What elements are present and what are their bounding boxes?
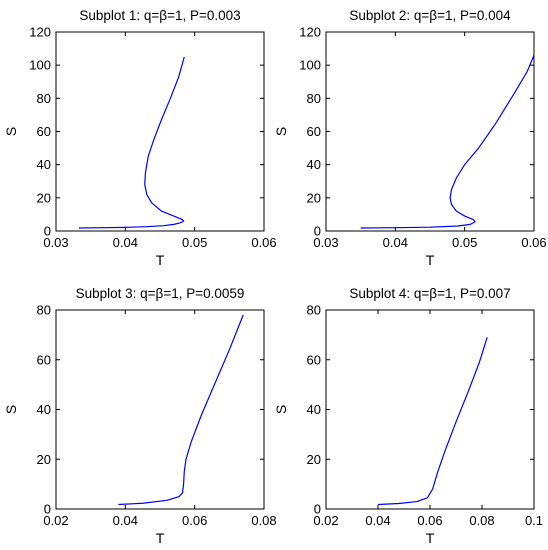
y-tick-label: 20 xyxy=(307,452,321,467)
y-tick-label: 120 xyxy=(29,25,51,40)
subplot-1: 0.03 0.04 0.05 0.06 0 20 40 60 80 100 120 Subplot 1… xyxy=(3,8,277,268)
x-tick-label: 0.06 xyxy=(521,235,546,250)
y-tick-label: 40 xyxy=(307,157,321,172)
x-tick-label: 0.04 xyxy=(113,235,138,250)
x-tick-label: 0.06 xyxy=(182,513,207,528)
y-tick-label: 0 xyxy=(44,502,51,517)
plot-area-frame xyxy=(325,31,535,232)
y-tick-label: 0 xyxy=(314,502,321,517)
y-tick-label: 80 xyxy=(37,91,51,106)
subplot-title: Subplot 2: q=β=1, P=0.004 xyxy=(349,8,511,23)
x-tick-label: 0.05 xyxy=(182,235,207,250)
series-line xyxy=(118,314,244,506)
y-tick-label: 80 xyxy=(307,91,321,106)
x-tick-label: 0.06 xyxy=(417,513,442,528)
y-tick-label: 120 xyxy=(299,25,321,40)
y-tick-label: 20 xyxy=(307,190,321,205)
y-tick-label: 40 xyxy=(307,402,321,417)
y-tick-label: 60 xyxy=(307,124,321,139)
y-tick-label: 60 xyxy=(37,124,51,139)
x-axis-label: T xyxy=(426,530,435,546)
y-tick-label: 20 xyxy=(37,452,51,467)
subplot-3: 0.02 0.04 0.06 0.08 0 20 40 60 80 Subplot 3: q=β=… xyxy=(3,286,277,546)
x-tick-label: 0.1 xyxy=(525,513,543,528)
series-line xyxy=(78,56,185,229)
x-tick-label: 0.02 xyxy=(313,513,338,528)
x-axis-label: T xyxy=(426,252,435,268)
plot-area-frame xyxy=(55,31,265,232)
y-axis-label: S xyxy=(273,127,289,136)
x-axis-label: T xyxy=(156,530,165,546)
y-tick-label: 80 xyxy=(37,303,51,318)
y-axis-label: S xyxy=(273,405,289,414)
y-tick-label: 100 xyxy=(299,58,321,73)
y-axis-label: S xyxy=(3,405,19,414)
x-tick-label: 0.06 xyxy=(251,235,276,250)
x-tick-label: 0.02 xyxy=(43,513,68,528)
x-tick-label: 0.03 xyxy=(313,235,338,250)
x-tick-label: 0.08 xyxy=(251,513,276,528)
y-tick-label: 60 xyxy=(37,352,51,367)
y-tick-label: 20 xyxy=(37,190,51,205)
y-tick-label: 100 xyxy=(29,58,51,73)
y-tick-label: 80 xyxy=(307,303,321,318)
x-tick-label: 0.05 xyxy=(452,235,477,250)
series-line xyxy=(377,337,488,506)
x-tick-label: 0.08 xyxy=(469,513,494,528)
x-tick-label: 0.04 xyxy=(383,235,408,250)
subplot-title: Subplot 1: q=β=1, P=0.003 xyxy=(79,8,240,23)
subplot-title: Subplot 4: q=β=1, P=0.007 xyxy=(349,286,510,301)
y-tick-label: 40 xyxy=(37,157,51,172)
y-tick-label: 60 xyxy=(307,352,321,367)
plot-area-frame xyxy=(325,309,535,510)
y-tick-label: 0 xyxy=(314,224,321,239)
x-tick-label: 0.04 xyxy=(365,513,390,528)
y-tick-label: 0 xyxy=(44,224,51,239)
y-axis-label: S xyxy=(3,127,19,136)
series-line xyxy=(360,54,535,229)
subplot-title: Subplot 3: q=β=1, P=0.0059 xyxy=(76,286,245,301)
subplot-4: 0.02 0.04 0.06 0.08 0.1 0 20 40 60 80 Subplot 4: q… xyxy=(273,286,543,546)
x-tick-label: 0.04 xyxy=(113,513,138,528)
x-axis-label: T xyxy=(156,252,165,268)
subplot-2: 0.03 0.04 0.05 0.06 0 20 40 60 80 100 120 Subplot 2… xyxy=(273,8,547,268)
x-tick-label: 0.03 xyxy=(43,235,68,250)
y-tick-label: 40 xyxy=(37,402,51,417)
